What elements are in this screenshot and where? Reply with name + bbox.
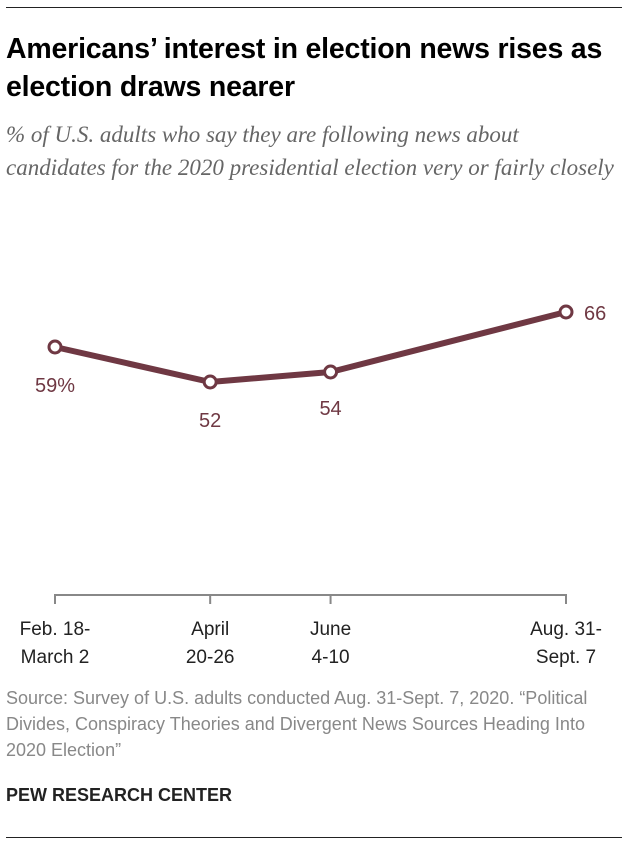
bottom-rule	[6, 837, 622, 838]
x-tick-label: April 20-26	[186, 619, 235, 668]
data-label: 54	[319, 398, 341, 420]
data-point	[202, 374, 218, 390]
source-note: Source: Survey of U.S. adults conducted …	[6, 688, 588, 760]
data-label: 66	[584, 303, 606, 325]
pew-research-center-logo: PEW RESEARCH CENTER	[6, 785, 233, 805]
top-rule	[6, 7, 622, 8]
x-tick-label: Feb. 18-March 2	[20, 619, 91, 668]
x-tick-label: Aug. 31-Sept. 7	[530, 619, 602, 668]
data-point	[323, 364, 339, 380]
data-label: 52	[199, 410, 221, 432]
x-tick-label: June 4-10	[310, 619, 351, 668]
data-point	[47, 339, 63, 355]
data-label: 59%	[35, 375, 75, 397]
chart-title: Americans’ interest in election news ris…	[6, 33, 603, 103]
series-line	[52, 309, 569, 385]
chart-subtitle: % of U.S. adults who say they are follow…	[6, 122, 614, 180]
data-point	[558, 304, 574, 320]
